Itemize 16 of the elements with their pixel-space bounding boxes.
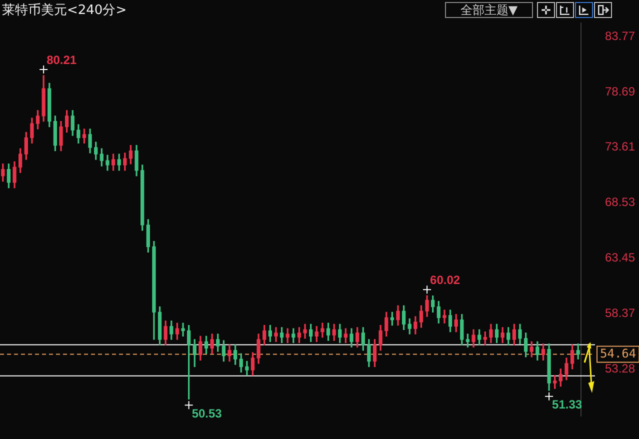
ref-line-label: 54.64 — [600, 346, 636, 360]
y-tick-label: 63.45 — [605, 250, 636, 265]
y-tick-label: 53.28 — [605, 361, 636, 376]
y-tick-label: 78.69 — [605, 84, 636, 98]
y-tick-label: 58.37 — [605, 306, 636, 320]
y-tick-label: 73.61 — [605, 140, 636, 154]
y-tick-label: 83.77 — [605, 28, 636, 43]
candlestick — [442, 310, 446, 324]
candlestick — [181, 322, 185, 337]
annotation: 51.33 — [552, 398, 582, 412]
chart-title: 莱特币美元<240分> — [2, 2, 127, 19]
y-tick-label: 68.53 — [605, 195, 636, 210]
annotation: 80.21 — [46, 52, 77, 67]
annotation: 60.02 — [430, 272, 460, 287]
dropdown-button: 全部主题▼ — [445, 2, 533, 18]
annotation: 50.53 — [192, 406, 222, 420]
